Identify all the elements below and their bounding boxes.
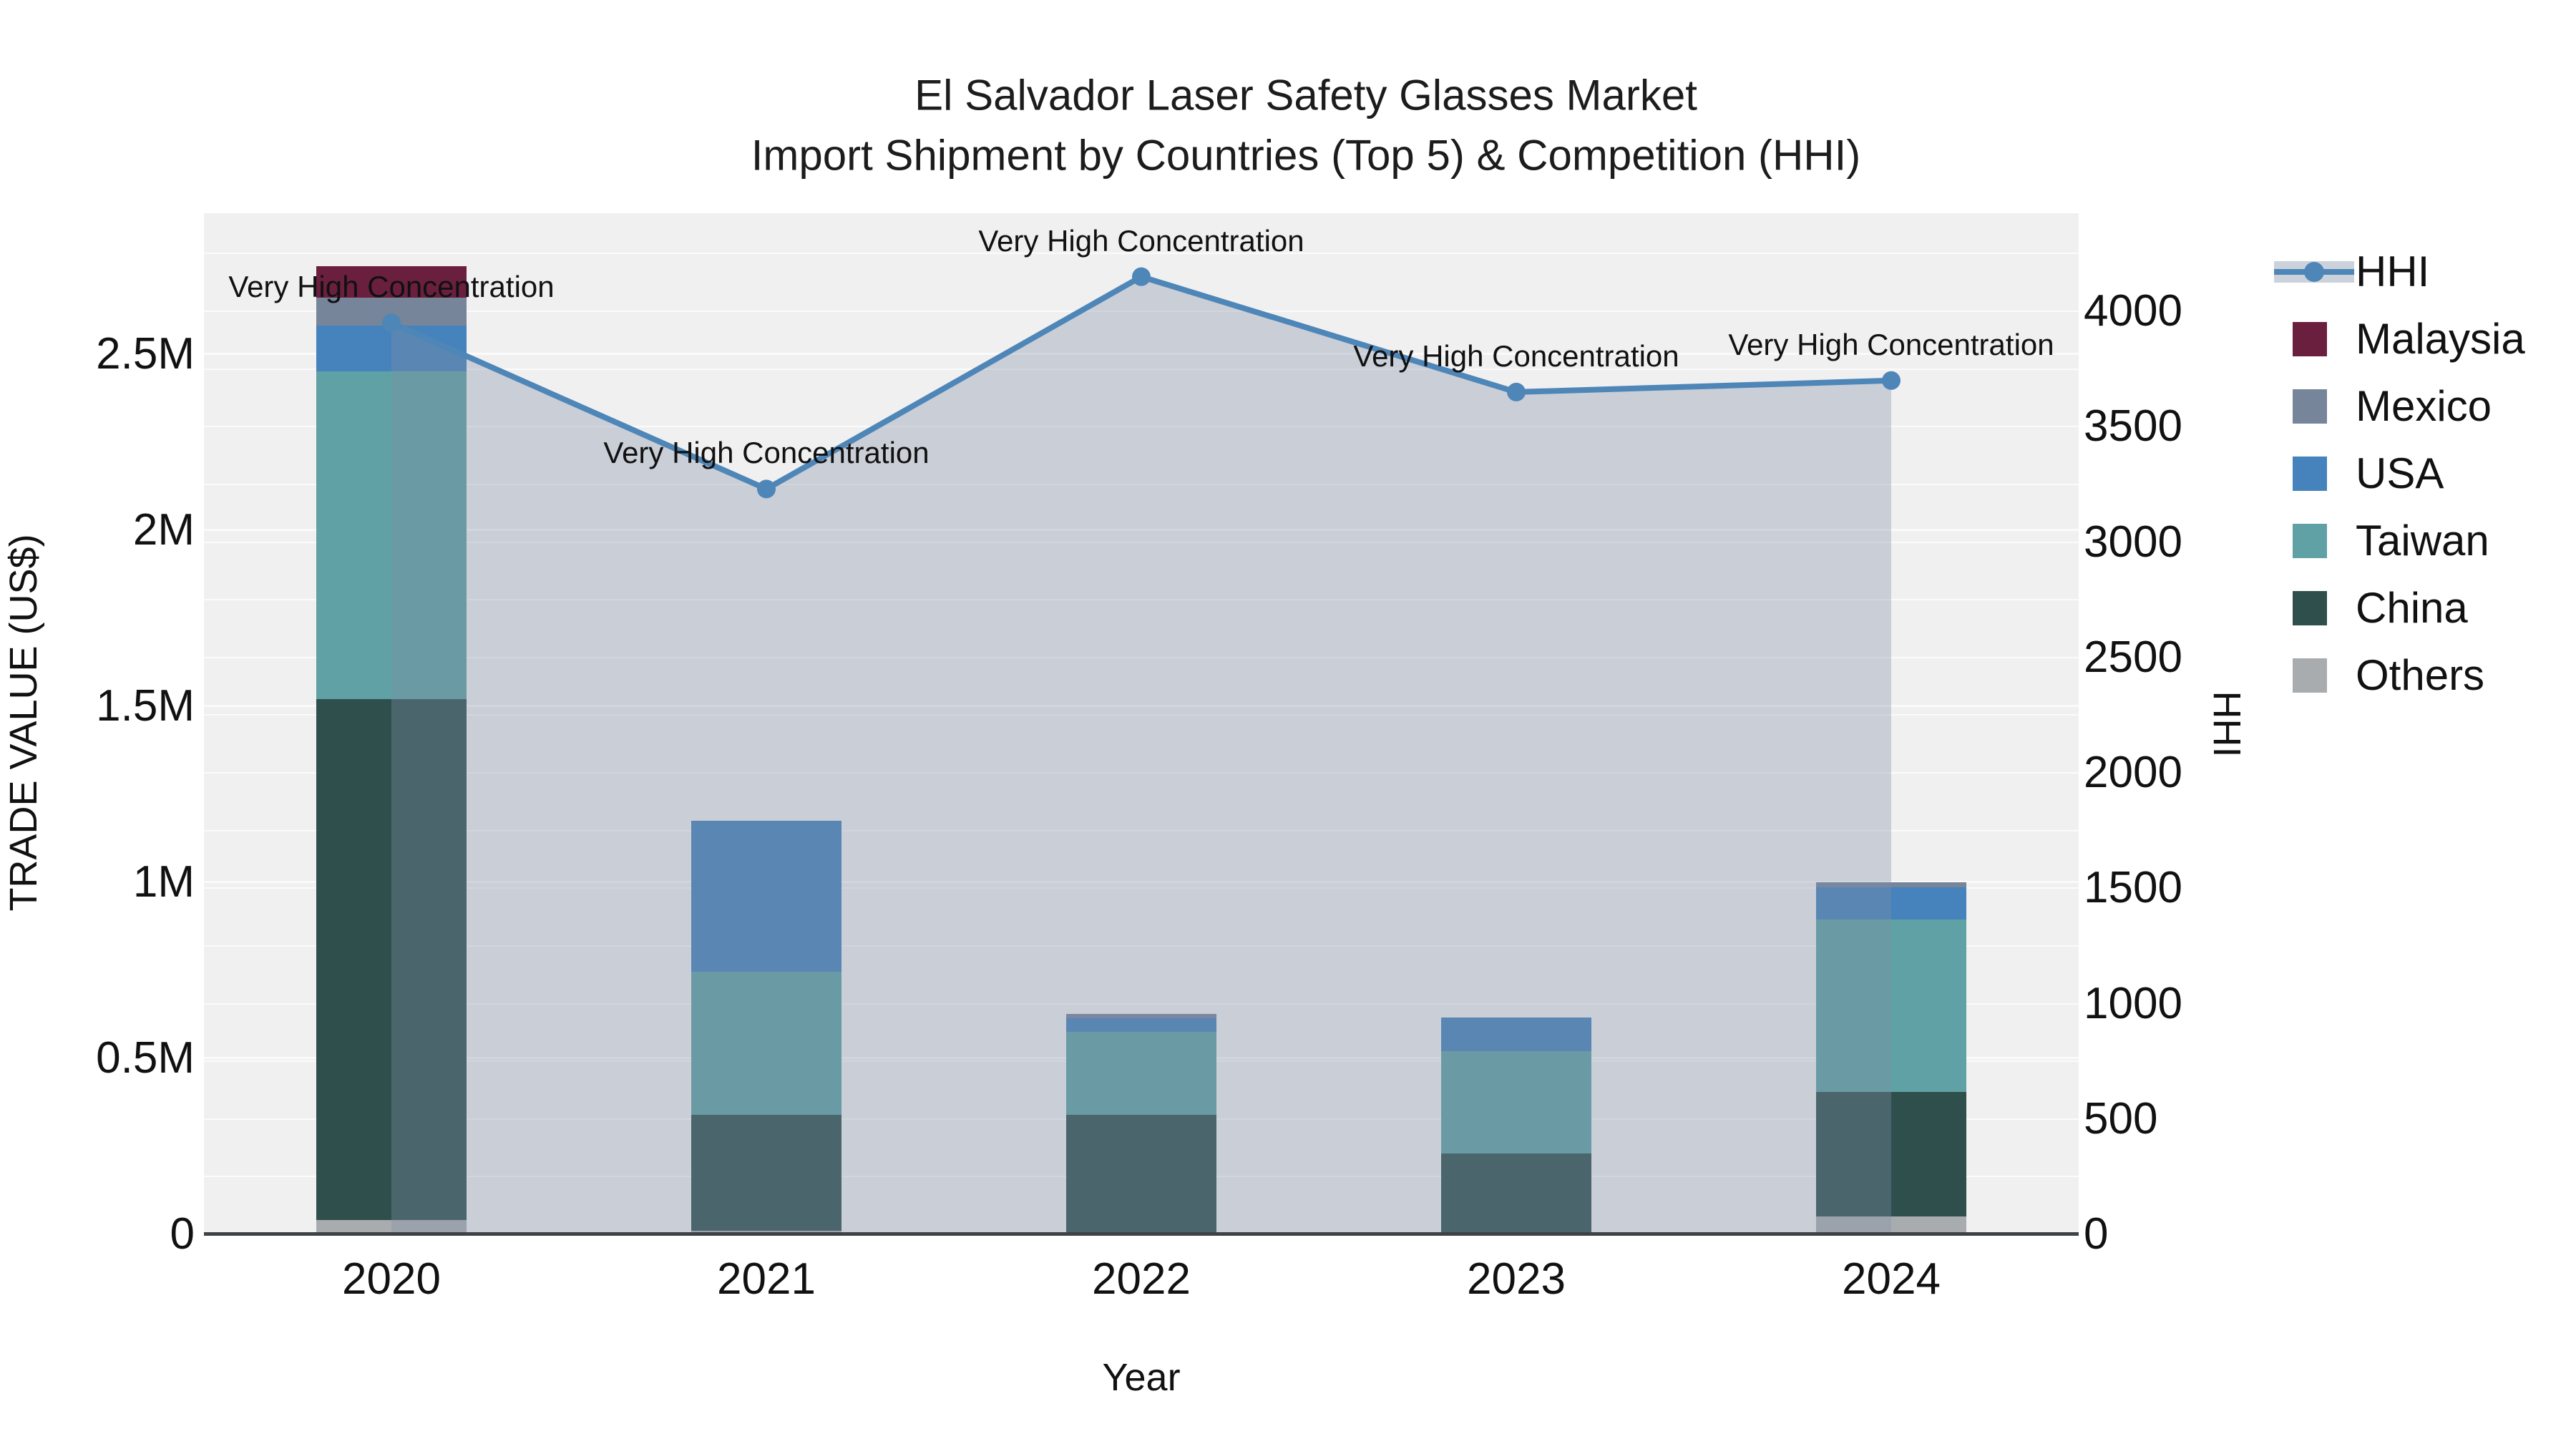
legend-swatch-others <box>2293 658 2327 693</box>
legend-swatch-mexico <box>2293 389 2327 424</box>
y-right-tick-label: 2500 <box>2084 632 2182 682</box>
bar-segment-taiwan-2023[interactable] <box>1441 1051 1591 1153</box>
annotation-2023: Very High Concentration <box>1353 338 1679 373</box>
bar-segment-taiwan-2021[interactable] <box>691 972 841 1115</box>
x-tick-label-2023: 2023 <box>1467 1254 1566 1304</box>
plot-area: Very High Concentration Very High Concent… <box>204 213 2079 1236</box>
bar-segment-others-2020[interactable] <box>316 1220 467 1234</box>
hhi-point-2024[interactable] <box>1882 371 1901 390</box>
gridline <box>204 772 2079 774</box>
bar-segment-china-2021[interactable] <box>691 1114 841 1231</box>
hhi-point-2022[interactable] <box>1132 267 1151 286</box>
x-axis-title: Year <box>1102 1356 1181 1399</box>
legend-swatch-malaysia <box>2293 322 2327 356</box>
bar-segment-china-2024[interactable] <box>1816 1091 1966 1217</box>
y-right-tick-label: 2000 <box>2084 748 2182 798</box>
y-axis-left-title: TRADE VALUE (US$) <box>2 534 45 912</box>
hhi-area <box>391 276 1891 1234</box>
bar-segment-china-2020[interactable] <box>316 699 467 1221</box>
gridline <box>204 881 2079 884</box>
gridline <box>204 656 2079 658</box>
legend-hhi-line-icon <box>2274 238 2354 306</box>
legend-label: USA <box>2356 449 2444 497</box>
gridline <box>204 483 2079 485</box>
bar-segment-usa-2023[interactable] <box>1441 1018 1591 1052</box>
y-left-tick-label: 0.5M <box>96 1033 195 1083</box>
gridline <box>204 714 2079 716</box>
x-axis-line <box>204 1232 2079 1236</box>
bar-segment-usa-2024[interactable] <box>1816 887 1966 919</box>
bar-segment-usa-2022[interactable] <box>1066 1018 1216 1033</box>
y-right-tick-label: 3500 <box>2084 401 2182 452</box>
legend-swatch-china <box>2293 591 2327 625</box>
y-right-tick-label: 4000 <box>2084 286 2182 336</box>
legend-swatch-taiwan <box>2293 524 2327 558</box>
annotation-2021: Very High Concentration <box>603 436 930 470</box>
bar-segment-malaysia-2020[interactable] <box>316 265 467 298</box>
legend-label: Others <box>2356 651 2485 699</box>
gridline <box>204 829 2079 831</box>
legend-swatch-usa <box>2293 457 2327 491</box>
legend-label: HHI <box>2356 248 2430 296</box>
bar-segment-others-2024[interactable] <box>1816 1216 1966 1234</box>
legend-label: Malaysia <box>2356 315 2525 363</box>
hhi-point-2021[interactable] <box>757 479 776 499</box>
y-right-tick-label: 0 <box>2084 1209 2109 1259</box>
gridline <box>204 368 2079 370</box>
gridline <box>204 311 2079 313</box>
gridline <box>204 945 2079 947</box>
gridline <box>204 1002 2079 1005</box>
bar-segment-china-2022[interactable] <box>1066 1114 1216 1233</box>
hhi-point-2020[interactable] <box>382 313 401 333</box>
bar-segment-china-2023[interactable] <box>1441 1153 1591 1233</box>
legend-label: Taiwan <box>2356 517 2489 565</box>
chart-title-line-2: Import Shipment by Countries (Top 5) & C… <box>751 131 1861 180</box>
y-right-tick-label: 1500 <box>2084 863 2182 913</box>
chart-title-line-1: El Salvador Laser Safety Glasses Market <box>914 71 1697 119</box>
x-tick-label-2022: 2022 <box>1092 1254 1191 1304</box>
bar-segment-mexico-2024[interactable] <box>1816 882 1966 888</box>
annotation-2020: Very High Concentration <box>228 270 555 304</box>
bar-segment-usa-2021[interactable] <box>691 820 841 972</box>
x-tick-label-2021: 2021 <box>717 1254 816 1304</box>
y-right-tick-label: 1000 <box>2084 978 2182 1028</box>
legend-label: China <box>2356 584 2468 632</box>
gridline <box>204 253 2079 255</box>
gridline <box>204 599 2079 601</box>
gridline <box>204 426 2079 428</box>
gridline <box>204 529 2079 532</box>
x-tick-label-2024: 2024 <box>1842 1254 1941 1304</box>
bar-segment-taiwan-2020[interactable] <box>316 371 467 700</box>
bar-segment-mexico-2022[interactable] <box>1066 1014 1216 1019</box>
gridline <box>204 541 2079 543</box>
y-left-tick-label: 1M <box>132 857 195 907</box>
y-axis-right-title: HHI <box>2205 691 2248 758</box>
annotation-2024: Very High Concentration <box>1728 327 2054 361</box>
y-left-tick-label: 1.5M <box>96 680 195 731</box>
gridline <box>204 353 2079 356</box>
legend-label: Mexico <box>2356 382 2492 430</box>
gridline <box>204 705 2079 708</box>
hhi-point-2023[interactable] <box>1507 382 1526 401</box>
bar-segment-taiwan-2022[interactable] <box>1066 1032 1216 1115</box>
bar-segment-taiwan-2024[interactable] <box>1816 919 1966 1092</box>
x-tick-label-2020: 2020 <box>342 1254 441 1304</box>
hhi-overlay-layer <box>382 267 1901 1234</box>
y-left-tick-label: 2.5M <box>96 328 195 379</box>
legend-hhi-marker-dot <box>2304 262 2324 282</box>
y-left-tick-label: 0 <box>170 1209 195 1259</box>
annotation-2022: Very High Concentration <box>978 223 1304 258</box>
bar-segment-usa-2020[interactable] <box>316 326 467 372</box>
gridline <box>204 887 2079 889</box>
y-right-tick-label: 500 <box>2084 1093 2158 1143</box>
y-right-tick-label: 3000 <box>2084 517 2182 567</box>
y-left-tick-label: 2M <box>132 504 195 555</box>
